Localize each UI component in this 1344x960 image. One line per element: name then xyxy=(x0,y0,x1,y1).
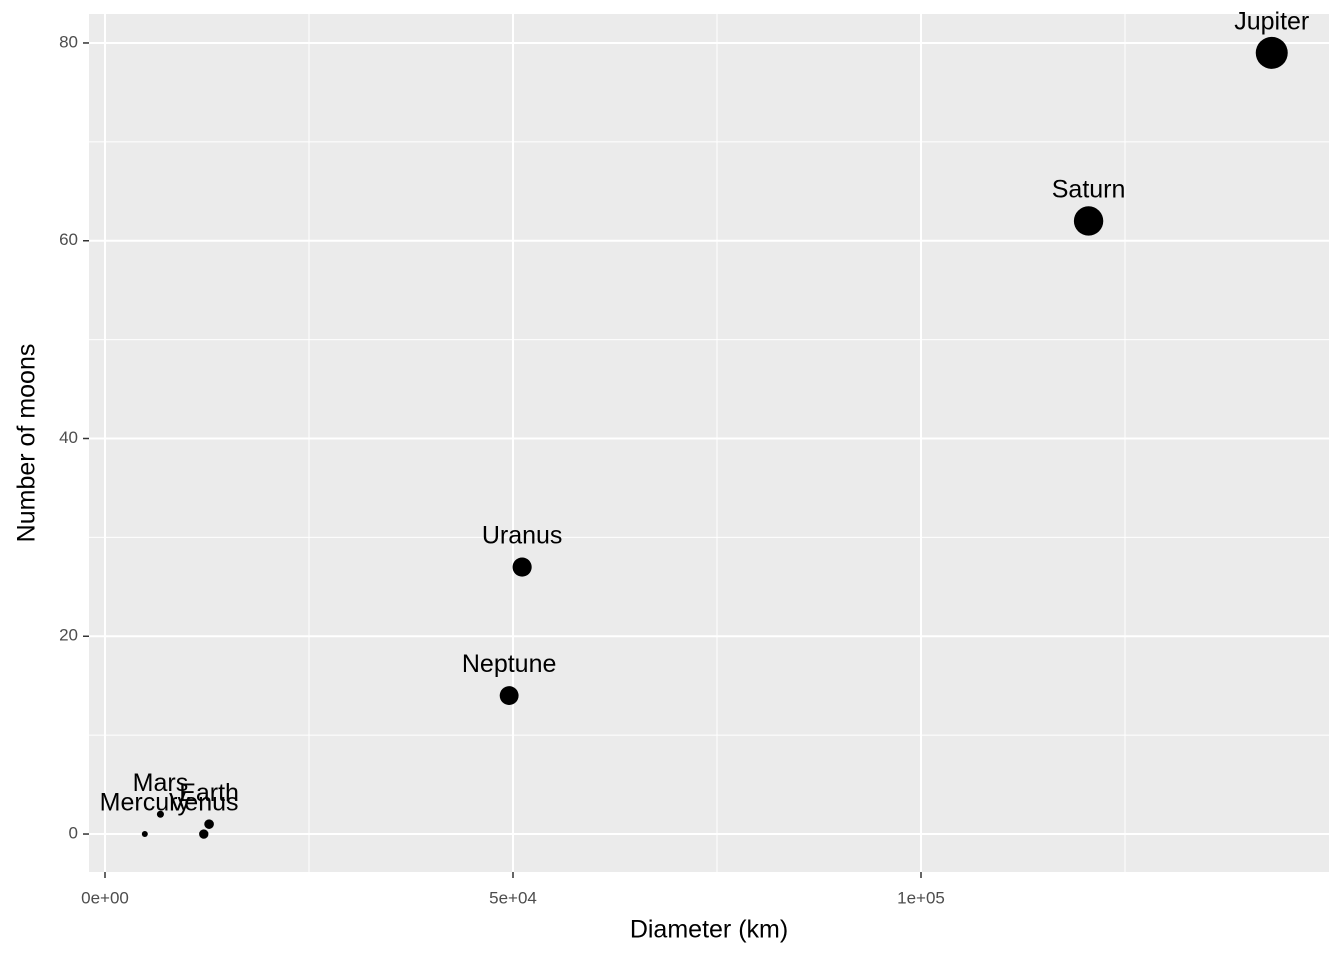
point-label: Venus xyxy=(169,789,239,817)
y-axis-title: Number of moons xyxy=(13,344,41,543)
x-tick-label: 5e+04 xyxy=(489,888,537,907)
point xyxy=(1073,206,1104,236)
point xyxy=(141,831,148,838)
point-label: Neptune xyxy=(462,650,557,678)
point-label: Jupiter xyxy=(1234,7,1309,35)
y-tick-label: 0 xyxy=(69,824,78,843)
point xyxy=(512,557,532,577)
point xyxy=(199,829,209,839)
point xyxy=(499,686,519,706)
y-tick-label: 40 xyxy=(59,428,78,447)
y-tick-label: 80 xyxy=(59,32,78,51)
point-label: Earth xyxy=(179,779,239,807)
point-label: Mars xyxy=(133,769,189,797)
point xyxy=(1255,36,1288,69)
x-axis-title: Diameter (km) xyxy=(630,916,788,944)
point xyxy=(204,819,214,829)
point-label: Saturn xyxy=(1052,176,1126,204)
panel xyxy=(89,14,1329,872)
point xyxy=(156,810,164,818)
point-label: Uranus xyxy=(482,522,563,550)
y-tick-label: 60 xyxy=(59,230,78,249)
x-tick-label: 1e+05 xyxy=(897,888,945,907)
x-tick-label: 0e+00 xyxy=(81,888,129,907)
y-tick-label: 20 xyxy=(59,626,78,645)
point-label: Mercury xyxy=(100,789,191,817)
